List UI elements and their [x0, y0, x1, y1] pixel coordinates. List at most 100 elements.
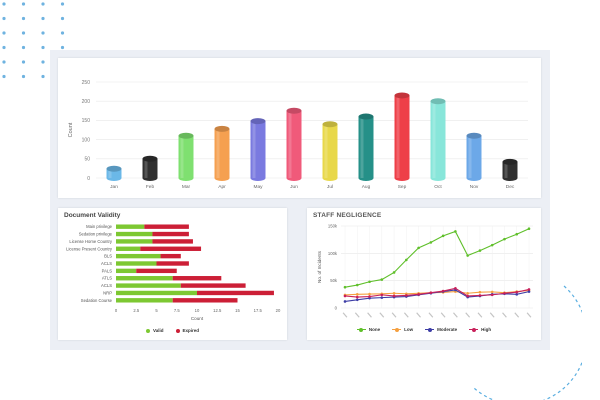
series-point [380, 296, 384, 299]
category-label: Main privilege [86, 224, 113, 229]
decorative-dot [60, 31, 65, 35]
legend-item[interactable]: Expired [175, 328, 199, 333]
decorative-dot [2, 16, 6, 21]
legend-item[interactable]: Low [392, 327, 413, 332]
x-tick-label: 5 [155, 308, 158, 313]
series-point [355, 298, 359, 302]
cylinder-top [214, 125, 230, 132]
series-point [429, 241, 433, 244]
cylinder-base [502, 175, 518, 181]
bar-expired [172, 276, 222, 281]
series-point [368, 295, 371, 298]
series-point [429, 291, 433, 294]
decorative-dot [41, 2, 45, 6]
bar-expired [172, 298, 238, 303]
x-tick-mark [489, 312, 495, 318]
category-label: ACLS [101, 261, 112, 266]
bar-expired [152, 231, 189, 237]
legend-item[interactable]: Moderate [425, 327, 457, 332]
cylinder-body [214, 128, 230, 178]
decorative-dot [60, 2, 65, 6]
bar-cylinder [214, 125, 230, 181]
decorative-dot [60, 45, 65, 50]
legend-item[interactable]: None [356, 327, 380, 332]
x-axis-label: Count [191, 316, 204, 321]
cylinder-base [394, 175, 410, 181]
cylinder-top [358, 113, 374, 120]
bar-expired [180, 283, 246, 288]
cylinder-highlight [108, 168, 112, 178]
x-tick-label: Oct [434, 184, 442, 190]
category-label: BLS [104, 254, 112, 259]
y-axis-label: Count [68, 122, 74, 137]
cylinder-base [178, 175, 194, 181]
series-point [417, 293, 420, 296]
category-label: ATLS [102, 276, 112, 281]
bar-cylinder [322, 121, 338, 181]
cylinder-base [106, 175, 122, 181]
decorative-dot [21, 74, 26, 79]
series-point [466, 254, 469, 257]
bar-cylinder [250, 118, 266, 181]
cylinder-top [178, 132, 194, 139]
document-validity-legend: Valid Expired [58, 328, 287, 333]
series-point [368, 280, 371, 284]
x-tick-mark [502, 312, 507, 318]
decorative-dot [60, 16, 65, 21]
cylinder-highlight [252, 121, 256, 178]
cylinder-body [286, 110, 302, 178]
bar-cylinder [178, 132, 194, 181]
x-tick-mark [367, 312, 372, 318]
decorative-dot [2, 45, 6, 50]
series-point [405, 258, 408, 262]
cylinder-top [430, 98, 446, 105]
cylinder-top [322, 121, 338, 128]
cylinder-highlight [396, 95, 400, 178]
staff-negligence-legend: None Low Moderate High [307, 327, 541, 332]
y-tick-label: 200 [82, 99, 91, 105]
series-point [368, 292, 371, 296]
legend-item[interactable]: High [469, 327, 491, 332]
y-tick-label: 0 [87, 176, 90, 182]
legend-label: Low [404, 327, 414, 332]
cylinder-highlight [324, 124, 328, 178]
decorative-dot [21, 2, 26, 6]
cylinder-highlight [216, 128, 220, 178]
x-tick-mark [416, 312, 421, 318]
cylinder-body [466, 135, 482, 178]
x-tick-mark [526, 312, 532, 318]
cylinder-base [358, 175, 374, 181]
cylinder-body [250, 121, 266, 178]
staff-negligence-card: STAFF NEGLIGENCE 0 50k 100k 150k No. of Inci… [307, 208, 541, 340]
bar-expired [156, 261, 189, 266]
decorative-dot [2, 31, 6, 35]
y-tick-label: 0 [335, 306, 338, 311]
cylinder-top [250, 118, 266, 125]
category-label: Sedation Course [81, 298, 113, 303]
series-point [392, 291, 396, 295]
x-tick-label: 15 [235, 308, 240, 313]
cylinder-base [250, 175, 266, 181]
series-point [392, 271, 396, 274]
bar-valid [116, 268, 137, 274]
bar-cylinder [106, 165, 122, 181]
x-tick-label: 7.5 [174, 308, 180, 313]
x-tick-mark [465, 312, 471, 318]
x-tick-mark [403, 312, 409, 318]
cylinder-top [142, 155, 158, 162]
document-validity-card: Document Validity Main privilege Sedation… [58, 208, 287, 340]
category-label: PALS [102, 268, 113, 273]
cylinder-body [394, 95, 410, 178]
bar-valid [116, 224, 145, 229]
bar-cylinder [430, 98, 446, 181]
bar-expired [140, 246, 202, 251]
legend-label: Valid [152, 328, 164, 333]
legend-swatch [469, 327, 479, 332]
bar-valid [116, 261, 157, 266]
bar-valid [116, 276, 173, 281]
legend-item[interactable]: Valid [145, 328, 164, 333]
cylinder-highlight [144, 158, 148, 178]
y-tick-label: 150 [82, 118, 91, 124]
series-point [392, 294, 396, 298]
decorative-dot [21, 16, 26, 21]
